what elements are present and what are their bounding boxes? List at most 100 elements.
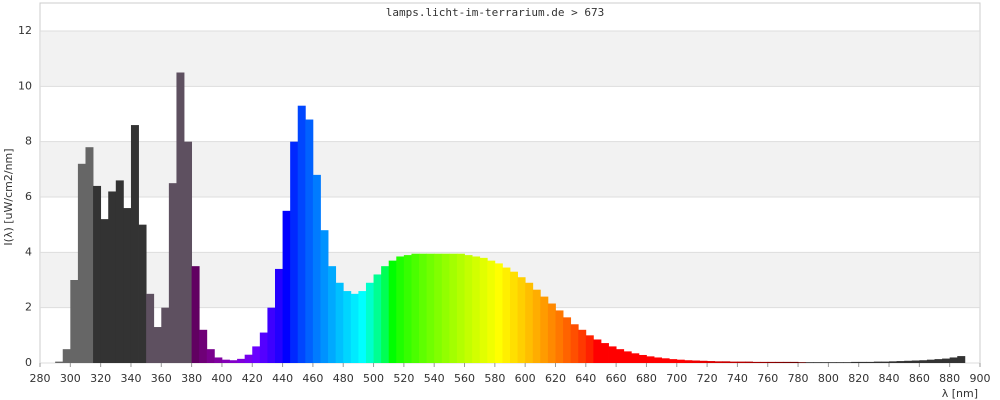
x-tick-label: 520 — [393, 372, 414, 385]
spectrum-bar — [184, 141, 193, 363]
spectrum-bar — [411, 253, 420, 363]
spectrum-bar — [267, 307, 276, 363]
x-tick-label: 380 — [181, 372, 202, 385]
spectrum-bar — [229, 360, 238, 363]
spectrum-bar — [85, 147, 94, 363]
spectrum-bar — [502, 267, 511, 363]
spectrum-bar — [214, 357, 223, 363]
spectrum-bar — [600, 343, 609, 363]
x-tick-label: 760 — [757, 372, 778, 385]
spectrum-bar — [585, 335, 594, 363]
y-tick-label: 10 — [18, 79, 32, 92]
x-tick-label: 580 — [484, 372, 505, 385]
x-tick-label: 340 — [120, 372, 141, 385]
spectrum-bar — [328, 266, 337, 363]
spectrum-bar — [926, 359, 935, 363]
spectrum-bar — [252, 346, 261, 363]
x-tick-label: 620 — [545, 372, 566, 385]
y-axis-label: I(λ) [uW/cm2/nm] — [2, 148, 15, 245]
spectrum-bar — [449, 253, 458, 363]
spectrum-bar — [108, 191, 117, 363]
spectrum-bar — [873, 361, 882, 363]
spectrum-bar — [805, 362, 814, 363]
spectrum-bar — [752, 361, 761, 363]
spectrum-bar — [707, 361, 716, 363]
x-tick-label: 600 — [515, 372, 536, 385]
x-tick-label: 560 — [454, 372, 475, 385]
spectrum-bar — [55, 361, 64, 363]
spectrum-bar — [456, 253, 465, 363]
spectrum-bar — [221, 359, 230, 363]
spectrum-bar — [881, 361, 890, 363]
spectrum-bar — [820, 362, 829, 363]
spectrum-bar — [593, 339, 602, 363]
spectrum-bar — [684, 360, 693, 363]
spectrum-bar — [722, 361, 731, 363]
spectrum-bar — [388, 260, 397, 363]
spectrum-bar — [835, 362, 844, 363]
spectrum-bar — [889, 361, 898, 363]
spectrum-bar — [691, 360, 700, 363]
spectrum-bar — [729, 361, 738, 363]
spectrum-bar — [358, 291, 367, 363]
x-tick-label: 400 — [211, 372, 232, 385]
spectrum-bar — [532, 289, 541, 363]
spectrum-bar — [646, 356, 655, 363]
x-tick-label: 820 — [848, 372, 869, 385]
x-tick-label: 660 — [606, 372, 627, 385]
spectrum-bar — [123, 208, 132, 363]
spectrum-bar — [782, 361, 791, 363]
spectrum-bar — [540, 296, 549, 363]
spectrum-bar — [396, 256, 405, 363]
y-tick-label: 6 — [25, 190, 32, 203]
spectrum-bar — [161, 307, 170, 363]
spectrum-bar — [434, 253, 443, 363]
spectrum-bar — [517, 277, 526, 363]
spectrum-bar — [77, 163, 86, 363]
spectrum-bar — [919, 360, 928, 363]
spectrum-bar — [138, 224, 147, 363]
spectrum-bar — [942, 358, 951, 363]
spectrum-bar — [896, 361, 905, 363]
spectrum-bar — [100, 219, 109, 363]
y-tick-label: 2 — [25, 301, 32, 314]
spectrum-bar — [350, 293, 359, 363]
spectrum-bar — [237, 358, 246, 363]
x-tick-label: 460 — [302, 372, 323, 385]
spectrum-bar — [858, 361, 867, 363]
spectrum-bar — [275, 268, 283, 363]
spectrum-bar — [153, 327, 162, 363]
spectrum-bar — [70, 280, 79, 363]
spectrum-bar — [365, 282, 374, 363]
spectrum-bar — [525, 282, 534, 363]
spectrum-bar — [767, 361, 776, 363]
x-tick-label: 780 — [788, 372, 809, 385]
y-tick-label: 0 — [25, 356, 32, 369]
spectrum-bar — [62, 349, 71, 363]
spectrum-bar — [654, 357, 663, 363]
x-tick-label: 860 — [909, 372, 930, 385]
spectrum-bar — [638, 354, 647, 363]
spectrum-bar — [373, 274, 382, 363]
x-tick-label: 840 — [879, 372, 900, 385]
spectrum-bar — [737, 361, 746, 363]
spectrum-bar — [957, 356, 966, 363]
spectrum-bar — [494, 263, 503, 363]
spectrum-bar — [714, 361, 723, 363]
spectrum-bar — [547, 303, 556, 363]
spectrum-bar — [790, 361, 799, 363]
spectrum-bar — [479, 257, 488, 363]
x-tick-label: 420 — [242, 372, 263, 385]
spectrum-bar — [320, 230, 329, 363]
spectrum-bar — [949, 357, 958, 363]
spectrum-bar — [419, 253, 428, 363]
x-tick-label: 740 — [727, 372, 748, 385]
y-tick-label: 4 — [25, 245, 32, 258]
spectrum-bar — [312, 174, 321, 363]
x-tick-label: 440 — [272, 372, 293, 385]
spectrum-bar — [623, 351, 632, 363]
spectrum-bar — [760, 361, 769, 363]
x-tick-label: 800 — [818, 372, 839, 385]
spectrum-bar — [426, 253, 435, 363]
